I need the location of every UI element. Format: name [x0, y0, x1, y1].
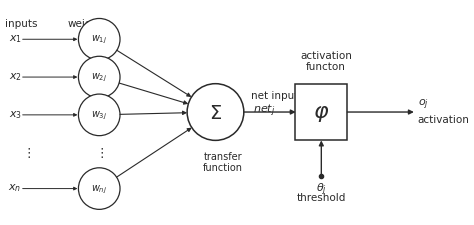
Circle shape: [78, 168, 120, 209]
Text: $\varphi$: $\varphi$: [313, 104, 329, 124]
Text: $x_3$: $x_3$: [9, 109, 22, 121]
Text: $\Sigma$: $\Sigma$: [209, 104, 222, 124]
Circle shape: [78, 94, 120, 136]
Text: $\theta_j$: $\theta_j$: [316, 182, 327, 198]
Text: activation: activation: [418, 115, 470, 125]
Text: $\vdots$: $\vdots$: [95, 146, 104, 160]
Text: inputs: inputs: [5, 19, 37, 29]
Circle shape: [78, 56, 120, 98]
Text: $x_2$: $x_2$: [9, 71, 22, 83]
Text: activation
functon: activation functon: [300, 51, 352, 72]
Text: $w_{2j}$: $w_{2j}$: [91, 72, 107, 84]
Text: weights: weights: [68, 19, 109, 29]
Text: $\vdots$: $\vdots$: [22, 146, 31, 160]
Text: net input: net input: [251, 91, 299, 101]
Text: $x_n$: $x_n$: [9, 183, 22, 194]
Circle shape: [78, 18, 120, 60]
Circle shape: [187, 84, 244, 140]
Text: $w_{nj}$: $w_{nj}$: [91, 183, 107, 196]
Text: threshold: threshold: [297, 193, 346, 203]
Text: $w_{1j}$: $w_{1j}$: [91, 34, 107, 46]
Text: $net_j$: $net_j$: [253, 103, 276, 119]
Text: $x_1$: $x_1$: [9, 33, 22, 45]
Text: $w_{3j}$: $w_{3j}$: [91, 110, 107, 122]
Bar: [295, 84, 347, 140]
Text: transfer
function: transfer function: [203, 152, 243, 173]
Text: $o_j$: $o_j$: [418, 97, 428, 112]
